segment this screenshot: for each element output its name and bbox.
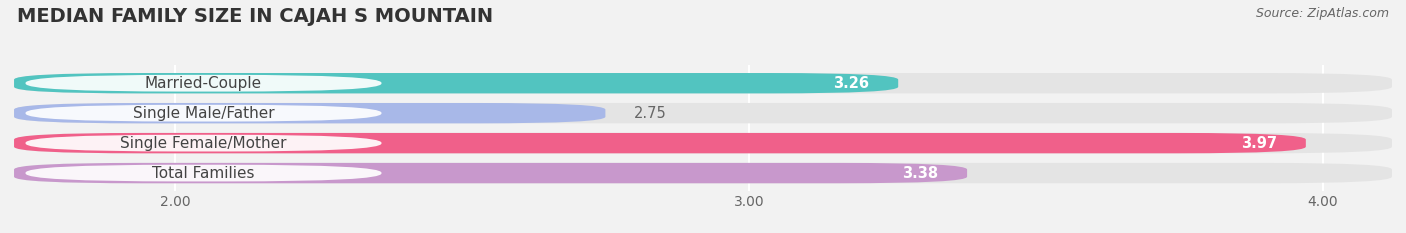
FancyBboxPatch shape (25, 75, 381, 92)
Text: Single Male/Father: Single Male/Father (132, 106, 274, 121)
Text: Total Families: Total Families (152, 166, 254, 181)
FancyBboxPatch shape (14, 103, 606, 123)
FancyBboxPatch shape (25, 135, 381, 151)
FancyBboxPatch shape (14, 73, 898, 93)
Text: MEDIAN FAMILY SIZE IN CAJAH S MOUNTAIN: MEDIAN FAMILY SIZE IN CAJAH S MOUNTAIN (17, 7, 494, 26)
FancyBboxPatch shape (14, 163, 967, 183)
FancyBboxPatch shape (14, 163, 1392, 183)
FancyBboxPatch shape (14, 133, 1392, 153)
Text: 3.26: 3.26 (834, 76, 869, 91)
Text: 2.75: 2.75 (634, 106, 666, 121)
FancyBboxPatch shape (14, 73, 1392, 93)
Text: 3.38: 3.38 (903, 166, 938, 181)
FancyBboxPatch shape (25, 105, 381, 122)
Text: Married-Couple: Married-Couple (145, 76, 262, 91)
Text: Source: ZipAtlas.com: Source: ZipAtlas.com (1256, 7, 1389, 20)
FancyBboxPatch shape (25, 165, 381, 182)
FancyBboxPatch shape (14, 133, 1306, 153)
Text: 3.97: 3.97 (1241, 136, 1277, 151)
FancyBboxPatch shape (14, 103, 1392, 123)
Text: Single Female/Mother: Single Female/Mother (121, 136, 287, 151)
